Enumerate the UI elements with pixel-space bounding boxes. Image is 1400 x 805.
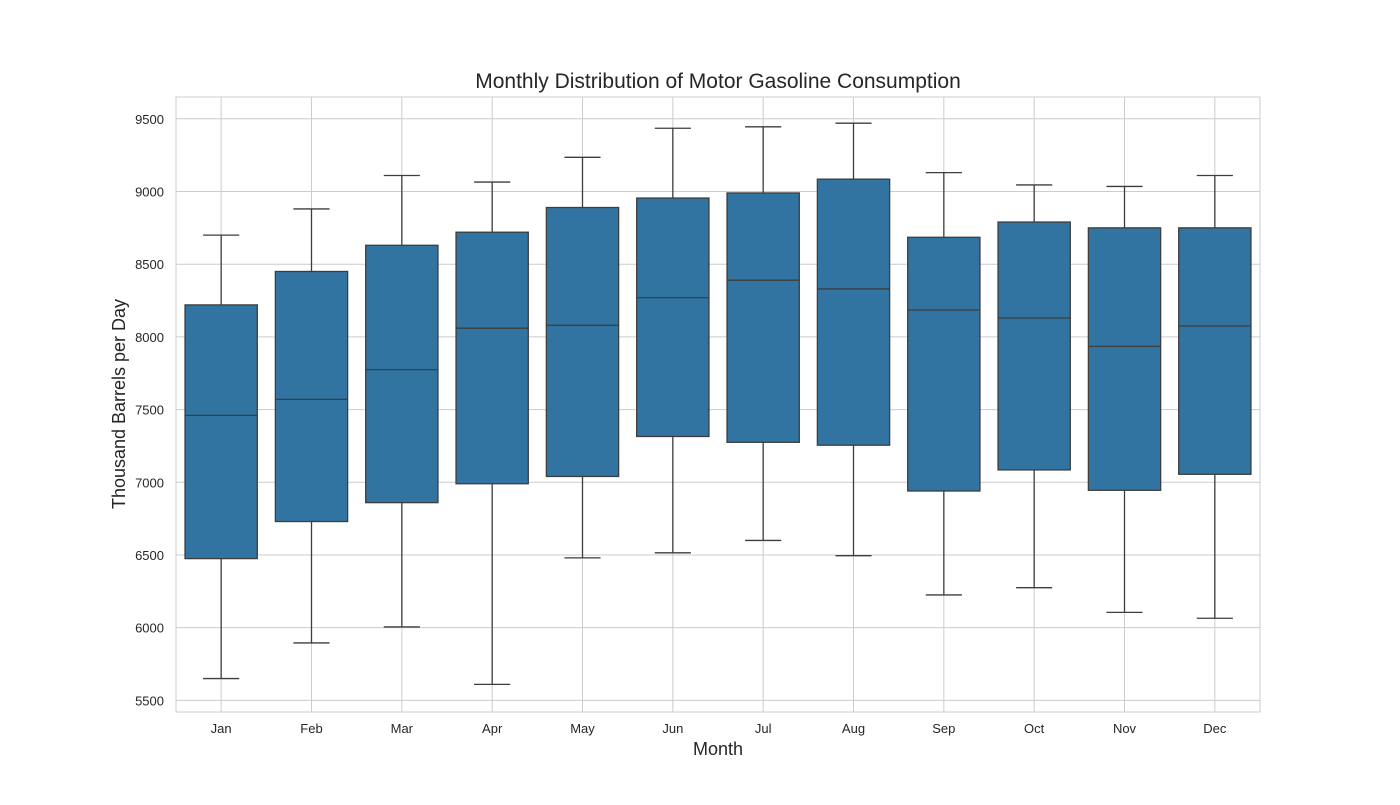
y-tick-label: 7000 [135, 475, 164, 490]
x-tick-label: Aug [842, 721, 865, 736]
y-tick-label: 5500 [135, 693, 164, 708]
iqr-box [365, 244, 439, 504]
box-jun [636, 127, 710, 554]
iqr-box [1178, 227, 1252, 475]
x-axis-label: Month [693, 739, 743, 759]
x-tick-label: May [570, 721, 595, 736]
x-tick-label: Oct [1024, 721, 1045, 736]
y-tick-label: 8500 [135, 257, 164, 272]
box-aug [816, 122, 891, 557]
chart-title: Monthly Distribution of Motor Gasoline C… [475, 70, 961, 93]
box-feb [274, 208, 349, 644]
box-sep [907, 171, 981, 596]
box-may [545, 156, 620, 559]
box-jul [726, 126, 800, 542]
y-axis-label: Thousand Barrels per Day [109, 299, 129, 509]
x-tick-label: Jul [755, 721, 772, 736]
box-layer [184, 122, 1252, 686]
y-tick-label: 6500 [135, 548, 164, 563]
x-tick-label: Mar [391, 721, 414, 736]
x-tick-label: Nov [1113, 721, 1137, 736]
x-tick-label: Jun [662, 721, 683, 736]
box-mar [365, 174, 439, 628]
iqr-box [274, 270, 349, 523]
x-tick-labels: Jan Feb Mar Apr May Jun Jul Aug Sep Oct Nov Dec [211, 721, 1227, 736]
iqr-box [1087, 227, 1162, 491]
x-tick-label: Feb [300, 721, 322, 736]
box-oct [997, 184, 1071, 589]
plot-frame [175, 96, 1261, 713]
box-nov [1087, 185, 1162, 614]
y-tick-labels: 5500 6000 6500 7000 7500 8000 8500 9000 9500 [135, 112, 164, 709]
iqr-box [545, 206, 620, 478]
y-tick-label: 9000 [135, 185, 164, 200]
y-tick-label: 6000 [135, 621, 164, 636]
iqr-box [184, 304, 258, 560]
x-tick-label: Sep [932, 721, 955, 736]
iqr-box [726, 192, 800, 443]
x-tick-label: Jan [211, 721, 232, 736]
x-tick-label: Apr [482, 721, 503, 736]
iqr-box [636, 197, 710, 438]
y-tick-label: 9500 [135, 112, 164, 127]
box-apr [455, 181, 529, 686]
x-tick-label: Dec [1203, 721, 1227, 736]
box-jan [184, 234, 258, 680]
y-tick-label: 8000 [135, 330, 164, 345]
iqr-box [997, 221, 1071, 471]
y-tick-label: 7500 [135, 403, 164, 418]
box-dec [1178, 174, 1252, 619]
iqr-box [816, 178, 891, 446]
iqr-box [455, 231, 529, 485]
iqr-box [907, 236, 981, 492]
